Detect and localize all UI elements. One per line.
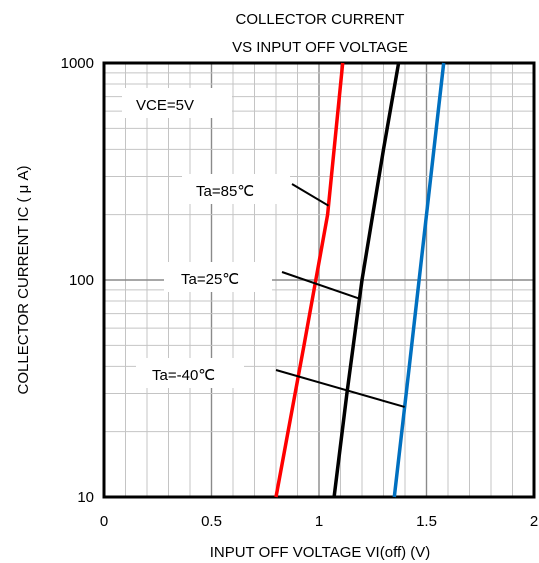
x-tick-label: 0 xyxy=(100,513,108,530)
series-label-leader-line xyxy=(275,369,405,408)
series-label: Ta=-40℃ xyxy=(152,367,215,384)
series-label-leader-line xyxy=(281,271,360,300)
x-axis-label: INPUT OFF VOLTAGE VI(off) (V) xyxy=(210,544,431,561)
y-tick-label: 1000 xyxy=(61,55,94,72)
series-label-background xyxy=(182,174,290,204)
y-tick-label: 100 xyxy=(69,272,94,289)
series-label: Ta=85℃ xyxy=(196,183,254,200)
y-tick-labels: 10 100 1000 xyxy=(61,55,94,506)
condition-label-box: VCE=5V xyxy=(122,88,232,118)
series-label-background xyxy=(164,262,272,292)
x-tick-label: 1 xyxy=(315,513,323,530)
series-line-0 xyxy=(274,62,345,498)
grid-lines xyxy=(104,63,534,497)
series-lines xyxy=(274,62,446,498)
series-labels: Ta=85℃ Ta=25℃ Ta=-40℃ xyxy=(136,174,405,408)
series-line-2 xyxy=(392,62,446,498)
y-axis-label: COLLECTOR CURRENT IC ( μ A) xyxy=(15,166,32,395)
plot-border xyxy=(102,61,536,499)
x-tick-label: 0.5 xyxy=(201,513,222,530)
series-label: Ta=25℃ xyxy=(181,271,239,288)
y-tick-label: 10 xyxy=(77,489,94,506)
x-tick-label: 1.5 xyxy=(416,513,437,530)
chart-title-line-1: COLLECTOR CURRENT xyxy=(236,11,405,28)
series-line-1 xyxy=(332,62,401,498)
condition-label: VCE=5V xyxy=(136,97,194,114)
plot-frame xyxy=(102,61,536,499)
x-tick-labels: 0 0.5 1 1.5 2 xyxy=(100,513,538,530)
series-label-leader-line xyxy=(291,183,330,207)
x-tick-label: 2 xyxy=(530,513,538,530)
series-label-background xyxy=(136,358,244,388)
chart-title-line-2: VS INPUT OFF VOLTAGE xyxy=(232,39,408,56)
